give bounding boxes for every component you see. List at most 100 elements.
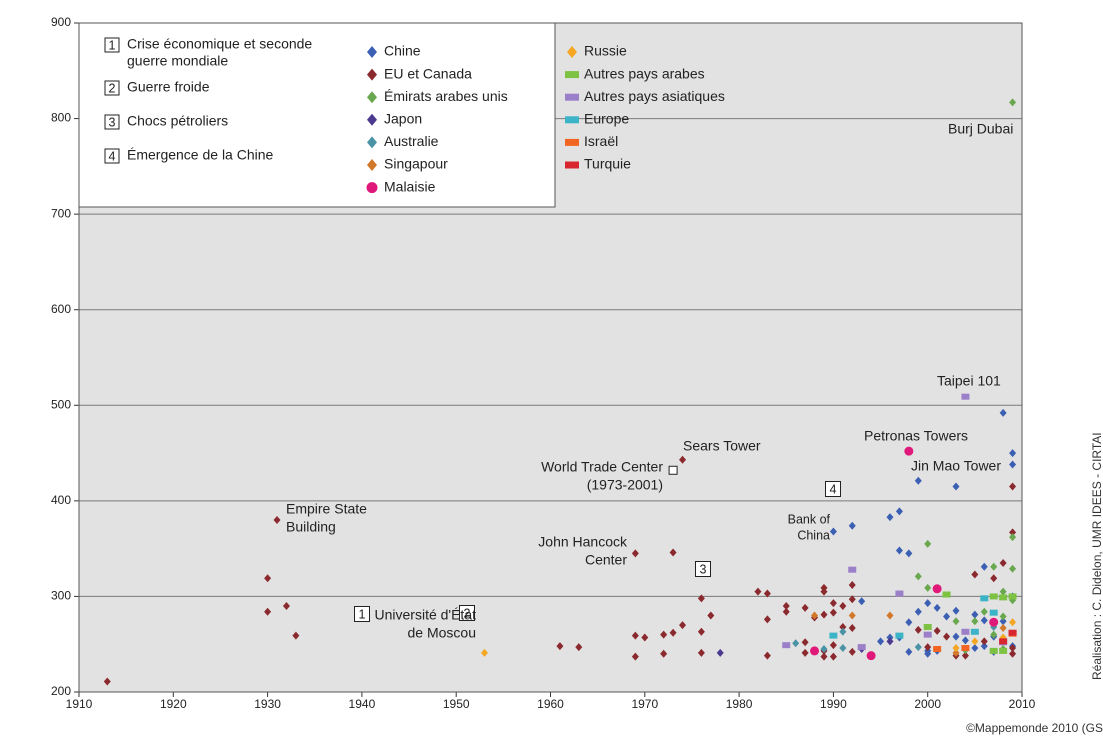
legend-label: Autres pays asiatiques xyxy=(584,88,725,104)
x-tick-label: 1920 xyxy=(160,697,187,711)
annotation: World Trade Center xyxy=(541,459,663,475)
legend-swatch xyxy=(367,113,377,126)
point xyxy=(914,625,922,634)
point xyxy=(990,574,998,583)
point xyxy=(961,651,969,660)
point xyxy=(631,631,639,640)
point xyxy=(999,594,1008,601)
point xyxy=(801,648,809,657)
y-tick-label: 300 xyxy=(51,589,71,603)
point xyxy=(961,645,970,652)
point xyxy=(820,610,828,619)
x-tick-label: 1930 xyxy=(254,697,281,711)
legend-swatch xyxy=(366,182,378,194)
point xyxy=(839,644,847,653)
point xyxy=(273,515,281,524)
point xyxy=(952,644,960,653)
point xyxy=(1009,618,1017,627)
x-tick-label: 2000 xyxy=(914,697,941,711)
point xyxy=(924,599,932,608)
y-tick-label: 600 xyxy=(51,302,71,316)
annotation: John Hancock xyxy=(538,534,628,550)
point xyxy=(848,623,856,632)
point xyxy=(1009,98,1017,107)
point xyxy=(990,562,998,571)
annotation: de Moscou xyxy=(408,625,476,641)
legend-label: Malaisie xyxy=(384,178,436,194)
point xyxy=(1008,593,1017,600)
period-number: 2 xyxy=(464,606,471,620)
legend-swatch xyxy=(367,91,377,104)
legend-swatch xyxy=(565,71,579,79)
period-number: 2 xyxy=(109,81,116,95)
period-label: Crise économique et seconde xyxy=(127,36,312,52)
credit: Réalisation : C. Didelon, UMR IDEES - CI… xyxy=(1090,432,1103,680)
point xyxy=(707,611,715,620)
period-number: 3 xyxy=(700,562,707,576)
point xyxy=(641,633,649,642)
point xyxy=(660,649,668,658)
annotation: China xyxy=(797,528,830,542)
annotation: Empire State xyxy=(286,501,367,517)
point xyxy=(839,627,847,636)
legend-label: Singapour xyxy=(384,156,448,172)
point xyxy=(782,601,790,610)
annotation: Bank of xyxy=(788,512,831,526)
point xyxy=(697,594,705,603)
point xyxy=(1009,528,1017,537)
period-label: Émergence de la Chine xyxy=(127,147,274,163)
period-box xyxy=(104,37,120,53)
point xyxy=(943,632,951,641)
point xyxy=(877,637,885,646)
point xyxy=(895,507,903,516)
point xyxy=(292,631,300,640)
point xyxy=(999,408,1007,417)
point xyxy=(754,587,762,596)
legend-swatch xyxy=(367,136,377,149)
point xyxy=(905,647,913,656)
legend-swatch xyxy=(367,46,377,58)
point xyxy=(839,623,847,632)
x-tick-label: 1950 xyxy=(443,697,470,711)
point xyxy=(980,642,988,651)
point xyxy=(829,608,837,617)
point xyxy=(763,615,771,624)
legend-box xyxy=(78,22,556,208)
x-tick-label: 1970 xyxy=(631,697,658,711)
point xyxy=(999,638,1008,645)
point xyxy=(810,646,820,656)
annotation: (1973-2001) xyxy=(587,477,663,493)
x-tick-label: 1910 xyxy=(66,697,93,711)
period-box xyxy=(104,80,120,96)
legend-label: Turquie xyxy=(584,156,631,172)
period-number: 3 xyxy=(109,115,116,129)
point xyxy=(716,648,724,657)
point xyxy=(886,611,894,620)
legend-label: Autres pays arabes xyxy=(584,65,705,81)
point xyxy=(989,593,998,600)
legend-swatch xyxy=(565,138,579,146)
x-tick-label: 1980 xyxy=(726,697,753,711)
point xyxy=(1009,644,1017,653)
point xyxy=(952,632,960,641)
annotation: Center xyxy=(585,552,627,568)
point xyxy=(1009,564,1017,573)
point xyxy=(905,549,913,558)
point xyxy=(782,642,791,649)
point xyxy=(924,643,932,652)
point xyxy=(961,393,970,400)
point xyxy=(1009,482,1017,491)
legend-label: Australie xyxy=(384,133,439,149)
point xyxy=(980,562,988,571)
point xyxy=(989,617,999,627)
point xyxy=(933,645,942,652)
legend-label: EU et Canada xyxy=(384,65,472,81)
period-label: Chocs pétroliers xyxy=(127,113,228,129)
period-number: 4 xyxy=(109,149,116,163)
point xyxy=(886,513,894,522)
point xyxy=(914,476,922,485)
point xyxy=(1009,449,1017,458)
point xyxy=(980,607,988,616)
point xyxy=(952,648,960,657)
